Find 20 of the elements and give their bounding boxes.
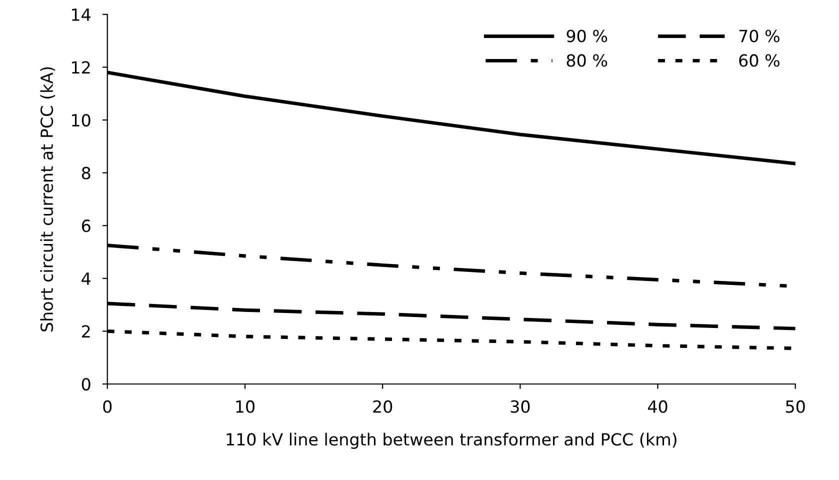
x-tick-label: 40 (648, 400, 668, 413)
legend-label: 60 % (739, 54, 780, 67)
y-tick-label: 0 (82, 378, 90, 391)
y-tick-label: 4 (82, 272, 90, 285)
x-tick-label: 30 (510, 400, 530, 413)
x-tick-label: 20 (373, 400, 392, 413)
x-tick-label: 10 (236, 400, 254, 413)
x-tick-label: 0 (103, 400, 112, 413)
y-tick-label: 10 (72, 114, 90, 127)
y-axis-title: Short circuit current at PCC (kA) (40, 67, 56, 332)
y-tick-label: 14 (72, 8, 90, 21)
x-axis-title: 110 kV line length between transformer and PCC (km) (226, 432, 676, 449)
y-tick-label: 2 (82, 325, 90, 338)
y-tick-label: 12 (72, 61, 90, 74)
y-tick-label: 6 (82, 220, 90, 232)
legend-label: 90 % (566, 30, 608, 42)
x-tick-label: 50 (786, 400, 805, 413)
legend-label: 80 % (566, 54, 608, 67)
legend-label: 70 % (739, 30, 780, 42)
y-tick-label: 8 (82, 166, 90, 180)
